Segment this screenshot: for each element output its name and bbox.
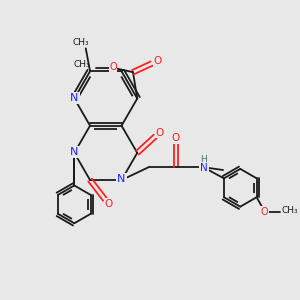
Text: O: O [109, 62, 117, 72]
Text: N: N [117, 175, 126, 184]
Text: N: N [200, 163, 208, 173]
Text: CH₃: CH₃ [74, 60, 90, 69]
Text: O: O [104, 199, 112, 209]
Text: O: O [261, 207, 268, 217]
Text: CH₃: CH₃ [281, 206, 298, 215]
Text: N: N [70, 93, 79, 103]
Text: N: N [70, 147, 79, 157]
Text: CH₃: CH₃ [72, 38, 89, 46]
Text: H: H [200, 155, 207, 164]
Text: O: O [155, 128, 164, 138]
Text: O: O [172, 133, 180, 143]
Text: O: O [153, 56, 161, 66]
